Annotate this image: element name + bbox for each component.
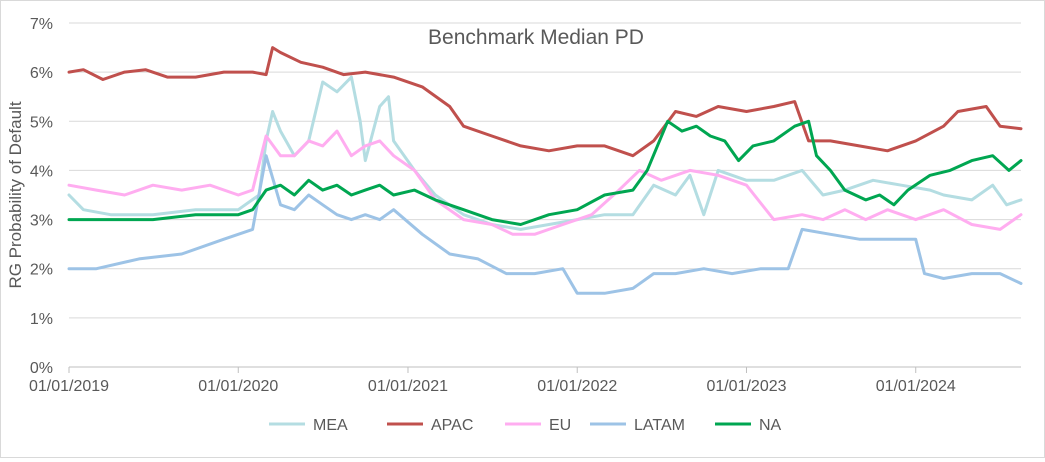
y-tick-label: 2% — [30, 262, 53, 279]
x-tick-label: 01/01/2023 — [706, 378, 786, 395]
x-tick-label: 01/01/2021 — [368, 378, 448, 395]
y-axis-label: RG Probability of Default — [6, 101, 25, 288]
y-tick-label: 6% — [30, 65, 53, 82]
series-line-apac — [67, 46, 1023, 158]
x-tick-label: 01/01/2020 — [198, 378, 278, 395]
legend-label-mea: MEA — [313, 417, 348, 434]
series-line-eu — [67, 129, 1023, 236]
legend-label-na: NA — [759, 417, 782, 434]
series-line-mea — [67, 75, 1023, 231]
x-tick-label: 01/01/2019 — [29, 378, 109, 395]
series-line-na — [67, 119, 1023, 226]
series-line-latam — [67, 154, 1023, 295]
y-tick-label: 3% — [30, 213, 53, 230]
y-tick-label: 1% — [30, 311, 53, 328]
y-tick-label: 5% — [30, 114, 53, 131]
legend: MEA APAC EU LATAM NA — [269, 417, 782, 434]
chart-title: Benchmark Median PD — [428, 26, 644, 49]
axes: 0% 1% 2% 3% 4% 5% 6% 7% 01/01/2019 01/01/2020 01/0… — [29, 16, 1021, 395]
y-tick-label: 4% — [30, 163, 53, 180]
x-tick-label: 01/01/2022 — [537, 378, 617, 395]
y-tick-label: 7% — [30, 16, 53, 33]
legend-label-eu: EU — [549, 417, 571, 434]
grid-lines — [69, 22, 1021, 319]
x-tick-label: 01/01/2024 — [876, 378, 956, 395]
series-lines — [67, 46, 1023, 295]
legend-label-apac: APAC — [431, 417, 473, 434]
y-tick-label: 0% — [30, 360, 53, 377]
legend-label-latam: LATAM — [634, 417, 685, 434]
